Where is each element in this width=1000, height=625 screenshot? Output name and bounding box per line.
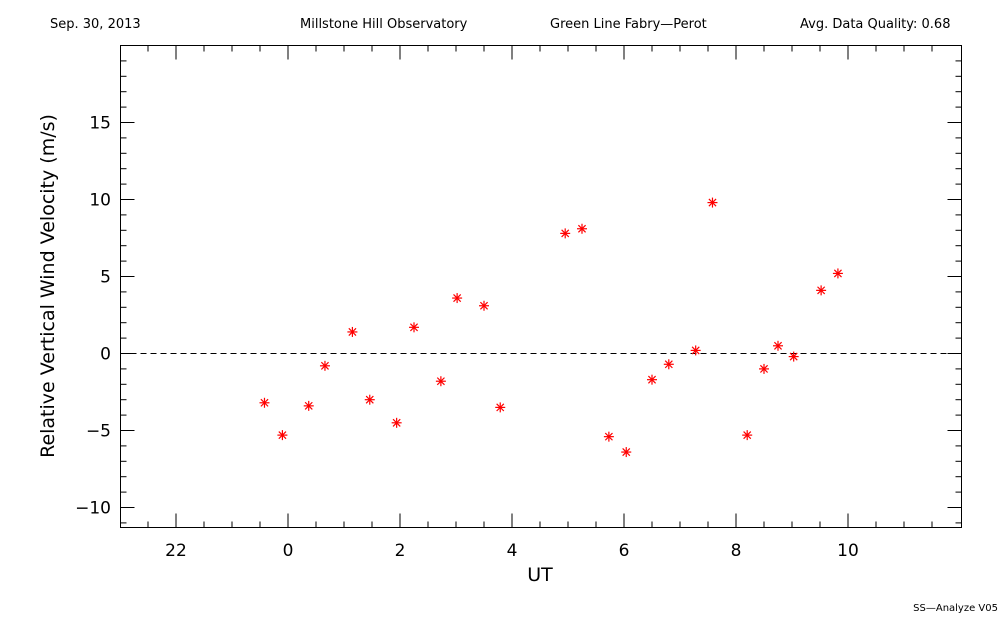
data-point-marker	[479, 300, 489, 311]
data-point-marker	[364, 394, 375, 405]
header-instrument: Green Line Fabry—Perot	[550, 17, 707, 32]
marker-stroke	[304, 401, 313, 410]
data-point-marker	[788, 351, 799, 362]
marker-stroke	[708, 198, 717, 207]
marker-stroke	[833, 269, 842, 278]
y-axis-title: Relative Vertical Wind Velocity (m/s)	[37, 114, 59, 458]
data-point-marker	[759, 363, 769, 374]
marker-stroke	[759, 364, 769, 373]
data-point-marker	[603, 431, 614, 442]
data-point-marker	[435, 376, 446, 387]
y-tick-label: −10	[75, 499, 111, 519]
header-observatory: Millstone Hill Observatory	[300, 17, 468, 32]
marker-stroke	[365, 395, 374, 404]
data-point-marker	[409, 322, 419, 333]
data-point-marker	[621, 447, 632, 458]
y-tick-label: 10	[89, 191, 111, 211]
marker-stroke	[743, 431, 752, 440]
x-tick-label: 6	[619, 541, 630, 561]
data-point-marker	[690, 345, 701, 356]
marker-stroke	[348, 327, 357, 336]
x-tick-label: 10	[837, 541, 859, 561]
marker-stroke	[409, 323, 419, 332]
marker-stroke	[320, 361, 329, 370]
x-tick-label: 22	[165, 541, 187, 561]
data-point-marker	[577, 223, 587, 234]
data-point-marker	[259, 397, 270, 408]
y-tick-label: −5	[86, 422, 111, 442]
header-date: Sep. 30, 2013	[50, 17, 141, 32]
marker-stroke	[664, 360, 673, 369]
marker-stroke	[577, 224, 587, 233]
y-tick-labels: −10 −5 0 5 10 15	[75, 114, 111, 519]
data-point-marker	[452, 293, 463, 304]
marker-stroke	[561, 229, 570, 238]
y-tick-label: 0	[100, 345, 111, 365]
axis-ticks	[120, 45, 962, 528]
data-point-marker	[277, 430, 288, 441]
data-point-marker	[347, 326, 358, 337]
data-point-marker	[816, 285, 827, 296]
marker-stroke	[622, 448, 631, 457]
marker-stroke	[278, 431, 287, 440]
data-point-marker	[647, 374, 657, 385]
marker-stroke	[789, 352, 798, 361]
software-version: SS—Analyze V05	[913, 603, 998, 614]
marker-stroke	[691, 346, 700, 355]
marker-stroke	[392, 418, 401, 427]
x-tick-label: 8	[731, 541, 742, 561]
data-point-marker	[832, 268, 843, 279]
data-point-marker	[773, 340, 783, 351]
data-point-marker	[391, 417, 402, 428]
data-point-marker	[663, 359, 674, 370]
marker-stroke	[817, 286, 826, 295]
marker-stroke	[479, 301, 489, 310]
data-point-marker	[495, 402, 506, 413]
data-point-marker	[707, 197, 718, 208]
x-tick-label: 0	[283, 541, 294, 561]
header-data-quality: Avg. Data Quality: 0.68	[800, 17, 951, 32]
data-point-marker	[303, 400, 314, 411]
marker-stroke	[260, 398, 269, 407]
marker-stroke	[773, 341, 783, 350]
data-point-marker	[560, 228, 571, 239]
x-axis-title: UT	[527, 564, 553, 586]
marker-stroke	[453, 294, 462, 303]
y-tick-label: 5	[100, 268, 111, 288]
data-point-marker	[319, 360, 330, 371]
marker-stroke	[496, 403, 505, 412]
marker-stroke	[604, 432, 613, 441]
data-point-marker	[742, 430, 753, 441]
x-tick-labels: 22 0 2 4 6 8 10	[165, 541, 859, 561]
plot-frame	[120, 45, 962, 528]
y-tick-label: 15	[89, 114, 111, 134]
x-tick-label: 2	[395, 541, 406, 561]
marker-stroke	[436, 377, 445, 386]
x-tick-label: 4	[507, 541, 518, 561]
data-points	[259, 197, 843, 458]
marker-stroke	[647, 375, 657, 384]
